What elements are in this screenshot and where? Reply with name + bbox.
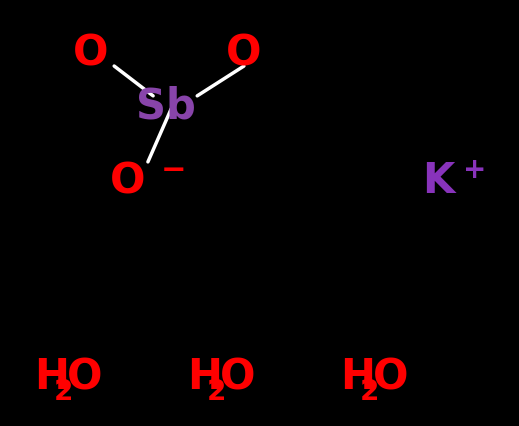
Text: H: H [340, 356, 375, 398]
Text: H: H [187, 356, 222, 398]
Text: +: + [463, 156, 487, 184]
Text: O: O [73, 32, 108, 74]
Text: H: H [34, 356, 69, 398]
Text: O: O [220, 356, 255, 398]
Text: 2: 2 [360, 378, 379, 406]
Text: O: O [226, 32, 262, 74]
Text: Sb: Sb [136, 86, 196, 127]
Text: O: O [110, 160, 145, 202]
Text: 2: 2 [54, 378, 73, 406]
Text: 2: 2 [207, 378, 226, 406]
Text: K: K [422, 160, 455, 202]
Text: O: O [67, 356, 102, 398]
Text: O: O [373, 356, 408, 398]
Text: −: − [161, 156, 187, 185]
